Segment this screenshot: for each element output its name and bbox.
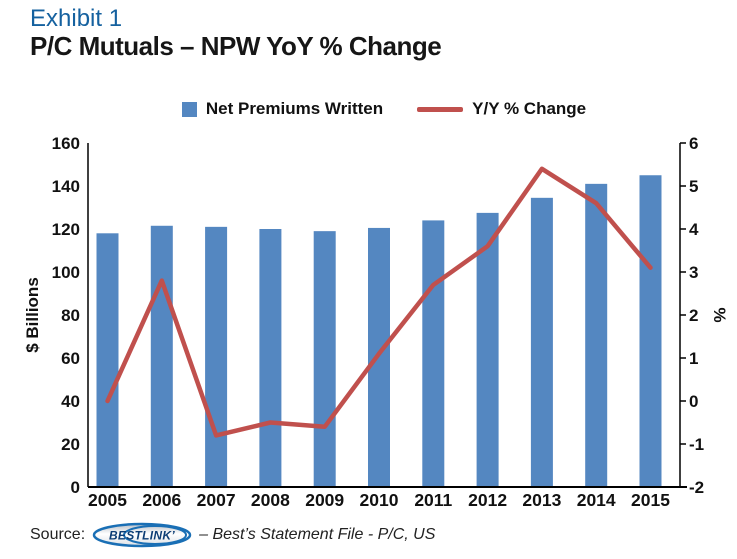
legend-item-yoy: Y/Y % Change bbox=[417, 99, 586, 119]
left-tick-60: 60 bbox=[61, 349, 80, 368]
chart-header: Exhibit 1 P/C Mutuals – NPW YoY % Change bbox=[30, 5, 442, 61]
left-tick-80: 80 bbox=[61, 306, 80, 325]
bar-2007 bbox=[205, 226, 228, 487]
npw-legend-label: Net Premiums Written bbox=[205, 99, 384, 118]
right-tick--2: -2 bbox=[689, 478, 704, 497]
bar-2005 bbox=[96, 233, 119, 487]
legend-item-npw: Net Premiums Written bbox=[181, 99, 384, 119]
x-label-2006: 2006 bbox=[142, 490, 181, 510]
right-tick-3: 3 bbox=[689, 263, 698, 282]
x-label-2008: 2008 bbox=[251, 490, 290, 510]
bar-2013 bbox=[530, 197, 553, 487]
x-label-2010: 2010 bbox=[360, 490, 399, 510]
x-label-2011: 2011 bbox=[414, 490, 452, 510]
logo-oval bbox=[92, 522, 192, 548]
source-label: Source: bbox=[30, 526, 86, 543]
right-tick--1: -1 bbox=[689, 435, 704, 454]
left-tick-100: 100 bbox=[52, 263, 80, 282]
x-label-2015: 2015 bbox=[631, 490, 670, 510]
chart-legend: Net Premiums Written Y/Y % Change bbox=[88, 99, 680, 119]
bar-2011 bbox=[422, 220, 445, 487]
right-tick-1: 1 bbox=[689, 349, 698, 368]
left-axis-title: $ Billions bbox=[23, 277, 42, 353]
bar-2006 bbox=[150, 225, 173, 487]
source-citation: – Best’s Statement File - P/C, US bbox=[199, 526, 436, 543]
logo-text: BESTLINK’ bbox=[109, 529, 175, 543]
x-label-2012: 2012 bbox=[468, 490, 507, 510]
right-tick-4: 4 bbox=[689, 220, 699, 239]
right-axis-title: % bbox=[710, 307, 729, 322]
left-tick-40: 40 bbox=[61, 392, 80, 411]
x-label-2013: 2013 bbox=[522, 490, 561, 510]
bar-2009 bbox=[313, 231, 336, 487]
left-tick-120: 120 bbox=[52, 220, 80, 239]
left-tick-140: 140 bbox=[52, 177, 80, 196]
right-tick-5: 5 bbox=[689, 177, 698, 196]
left-tick-160: 160 bbox=[52, 134, 80, 153]
left-tick-20: 20 bbox=[61, 435, 80, 454]
yoy-line bbox=[105, 166, 653, 438]
x-label-2014: 2014 bbox=[577, 490, 616, 510]
right-tick-0: 0 bbox=[689, 392, 698, 411]
yoy-legend-swatch bbox=[417, 106, 464, 112]
bestlink-logo: BESTLINK’ bbox=[92, 522, 192, 548]
left-tick-0: 0 bbox=[71, 478, 80, 497]
x-label-2007: 2007 bbox=[197, 490, 236, 510]
npw-legend-swatch bbox=[181, 101, 197, 117]
yoy-legend-label: Y/Y % Change bbox=[472, 99, 587, 118]
bar-2015 bbox=[639, 175, 662, 487]
bar-2012 bbox=[476, 212, 499, 487]
source-row: Source: BESTLINK’ – Best’s Statement Fil… bbox=[30, 522, 435, 548]
x-label-2009: 2009 bbox=[305, 490, 344, 510]
bar-2014 bbox=[585, 183, 608, 487]
right-tick-6: 6 bbox=[689, 134, 698, 153]
bar-2008 bbox=[259, 229, 282, 487]
page-title: P/C Mutuals – NPW YoY % Change bbox=[30, 31, 442, 61]
logo-swoosh bbox=[123, 525, 188, 545]
x-label-2005: 2005 bbox=[88, 490, 127, 510]
right-tick-2: 2 bbox=[689, 306, 698, 325]
exhibit-label: Exhibit 1 bbox=[30, 5, 123, 32]
